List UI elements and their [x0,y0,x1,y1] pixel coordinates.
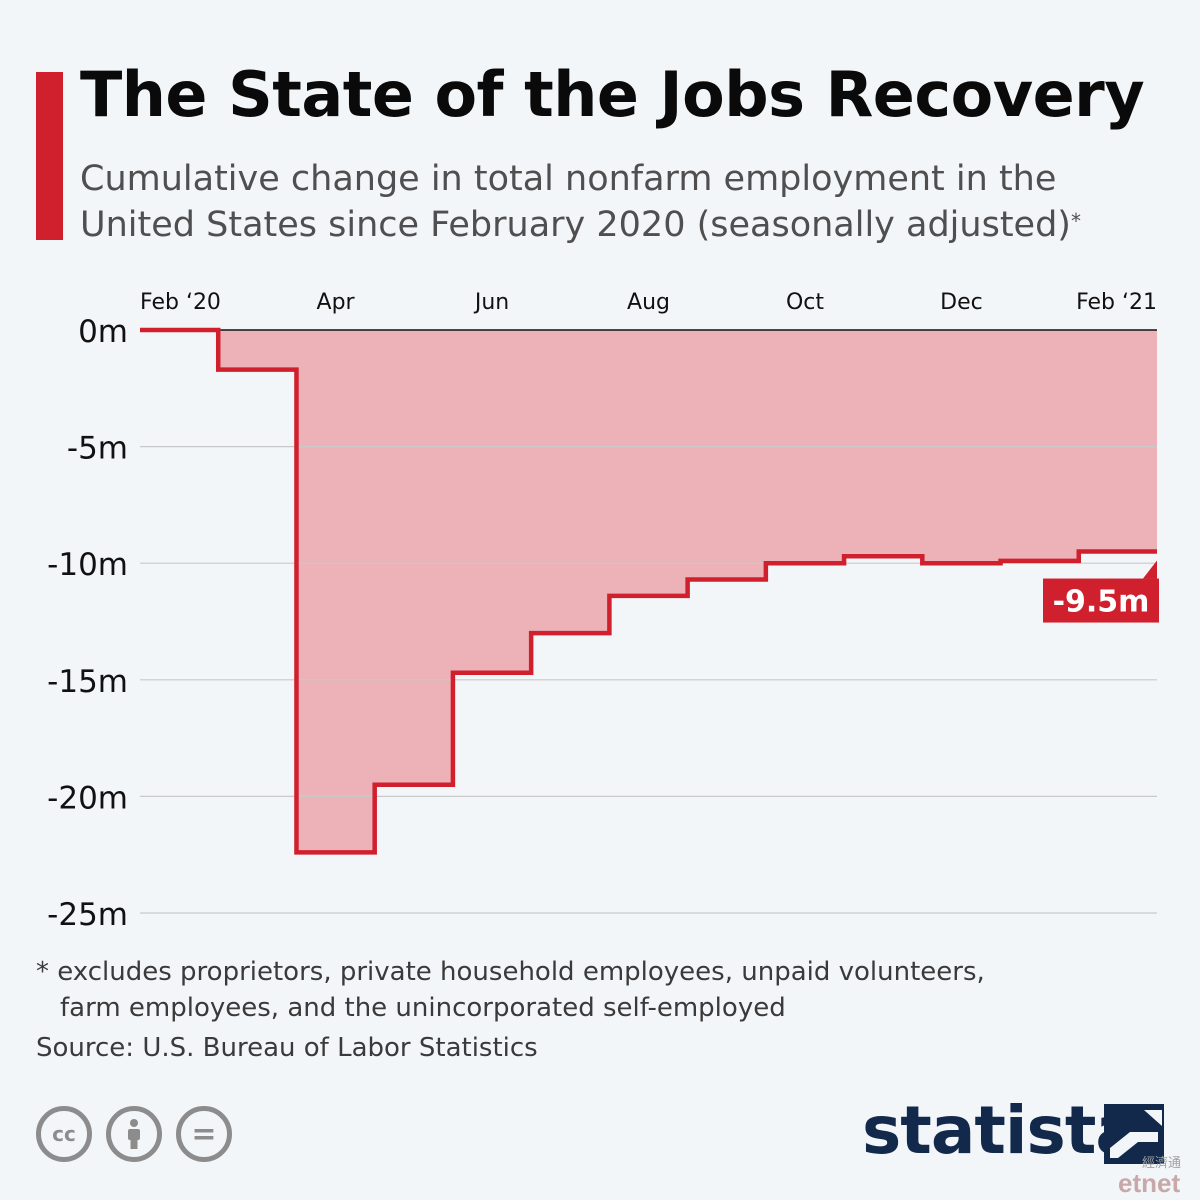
y-tick-label: -10m [47,547,128,583]
footnote: * excludes proprietors, private househol… [36,954,1116,1026]
footnote-line-1: * excludes proprietors, private househol… [36,957,985,987]
statista-logo-icon [1104,1104,1164,1164]
area-fill [140,330,1157,853]
y-tick-label: -15m [47,664,128,700]
x-tick-label: Jun [473,290,509,315]
step-area-chart: 0m -5m -10m -15m -20m -25m Feb ‘20 Apr Jun Aug Oct… [47,290,1159,933]
watermark-cjk: 經濟通 [1142,1156,1182,1171]
license-icons: cc = [36,1106,232,1162]
y-tick-label: -25m [47,897,128,933]
x-tick-label: Feb ‘20 [140,290,221,315]
y-tick-label: -20m [47,780,128,816]
series-line [140,327,1157,855]
footnote-line-2: farm employees, and the unincorporated s… [60,993,786,1023]
x-tick-label: Oct [786,290,824,315]
chart-subtitle: Cumulative change in total nonfarm emplo… [80,159,1081,245]
x-tick-label: Feb ‘21 [1076,290,1157,315]
callout-pointer [1143,560,1157,579]
y-tick-label: -5m [67,431,128,467]
watermark: etnet [1118,1168,1181,1198]
x-tick-label: Dec [940,290,983,315]
title-accent-bar [36,72,63,240]
footnote-mark: * [1070,209,1081,233]
statista-logo-text[interactable]: statista [862,1092,1140,1169]
end-value-label: -9.5m [1053,585,1150,620]
source-note: Source: U.S. Bureau of Labor Statistics [36,1033,538,1063]
x-tick-label: Apr [317,290,356,315]
y-tick-label: 0m [78,314,128,350]
end-value-callout [1043,578,1159,623]
attribution-icon[interactable] [106,1106,162,1162]
x-tick-label: Aug [627,290,670,315]
chart-title: The State of the Jobs Recovery [80,58,1145,131]
no-derivatives-icon[interactable]: = [176,1106,232,1162]
cc-icon[interactable]: cc [36,1106,92,1162]
